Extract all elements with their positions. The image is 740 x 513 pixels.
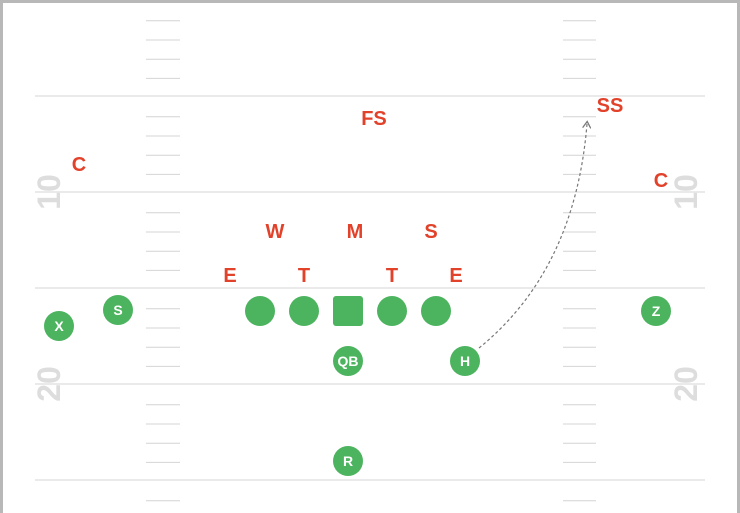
hash-marks bbox=[146, 20, 596, 502]
lineman-left-tackle bbox=[245, 296, 275, 326]
defender-e-left: E bbox=[223, 265, 236, 287]
yard-number-20-right: 20 bbox=[668, 366, 704, 402]
player-qb bbox=[333, 346, 363, 376]
player-h bbox=[450, 346, 480, 376]
defense: FS SS C C W M S E T T E bbox=[72, 95, 668, 287]
lineman-right-guard bbox=[377, 296, 407, 326]
lineman-right-tackle bbox=[421, 296, 451, 326]
player-qb-label: QB bbox=[338, 353, 359, 369]
yard-number-10-left: 10 bbox=[31, 174, 67, 210]
yard-number-20-left: 20 bbox=[31, 366, 67, 402]
center-square bbox=[333, 296, 363, 326]
yard-lines bbox=[35, 95, 705, 481]
player-s bbox=[103, 295, 133, 325]
player-s-label: S bbox=[113, 302, 122, 318]
player-h-label: H bbox=[460, 353, 470, 369]
defender-t-left: T bbox=[298, 265, 310, 287]
player-r-label: R bbox=[343, 453, 353, 469]
player-z bbox=[641, 296, 671, 326]
defender-e-right: E bbox=[449, 265, 462, 287]
defender-c-right: C bbox=[654, 170, 668, 192]
defender-w: W bbox=[266, 221, 285, 243]
player-x-label: X bbox=[54, 318, 64, 334]
defender-m: M bbox=[347, 221, 364, 243]
defender-s: S bbox=[424, 221, 437, 243]
defender-fs: FS bbox=[361, 108, 387, 130]
h-route-arrow bbox=[478, 124, 587, 349]
offense: X S QB H Z R bbox=[44, 295, 671, 476]
defender-c-left: C bbox=[72, 154, 86, 176]
yard-number-10-right: 10 bbox=[668, 174, 704, 210]
lineman-left-guard bbox=[289, 296, 319, 326]
player-r bbox=[333, 446, 363, 476]
player-z-label: Z bbox=[652, 303, 661, 319]
defender-t-right: T bbox=[386, 265, 398, 287]
defender-ss: SS bbox=[597, 95, 624, 117]
player-x bbox=[44, 311, 74, 341]
